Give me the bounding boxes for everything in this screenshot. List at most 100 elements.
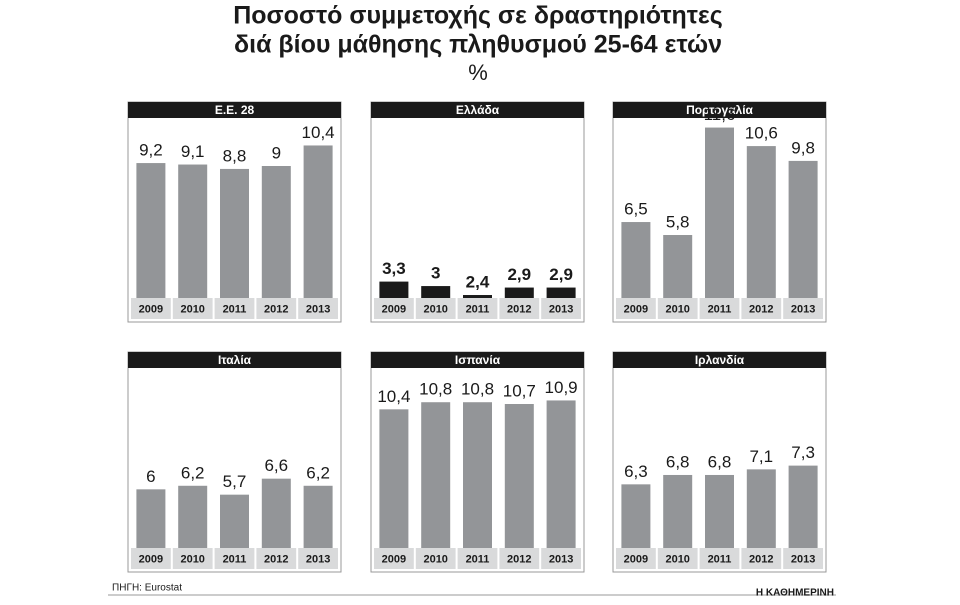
x-tick-label: 2011	[466, 553, 490, 565]
panel-title: Ιταλία	[218, 353, 252, 367]
x-tick-label: 2013	[306, 303, 330, 315]
x-tick-label: 2012	[749, 303, 773, 315]
x-tick-label: 2011	[223, 303, 247, 315]
value-label: 8,8	[223, 146, 247, 165]
bar	[746, 469, 776, 548]
bar	[705, 474, 734, 548]
bar	[303, 145, 333, 298]
value-label: 2,4	[466, 273, 490, 292]
value-label: 3	[431, 264, 440, 283]
bar	[379, 409, 409, 548]
year-cell	[256, 548, 297, 569]
bar	[178, 485, 208, 548]
panel-header	[371, 102, 584, 118]
x-tick-label: 2009	[624, 303, 648, 315]
bar	[421, 286, 451, 298]
bar	[504, 404, 534, 548]
value-label: 6,2	[181, 463, 205, 482]
year-cell	[298, 298, 338, 319]
year-cell	[214, 548, 255, 569]
bar	[746, 146, 776, 298]
bar	[621, 222, 651, 298]
year-cell	[657, 548, 698, 569]
x-tick-label: 2013	[791, 553, 815, 565]
bar	[788, 160, 818, 298]
value-label: 6,8	[708, 452, 732, 471]
x-tick-label: 2013	[791, 303, 815, 315]
bar	[421, 402, 451, 548]
value-label: 10,8	[461, 380, 494, 399]
panel-header	[613, 352, 826, 368]
value-label: 3,3	[382, 259, 406, 278]
x-tick-label: 2012	[264, 303, 288, 315]
panel-title: Ιρλανδία	[695, 353, 745, 367]
value-label: 10,9	[545, 378, 578, 397]
bar	[546, 400, 576, 548]
value-label: 5,8	[666, 212, 690, 231]
value-label: 10,7	[503, 381, 536, 400]
panel-header	[128, 352, 341, 368]
panel-title: Ισπανία	[455, 353, 501, 367]
year-cell	[172, 298, 213, 319]
x-tick-label: 2011	[223, 553, 247, 565]
credit: Η ΚΑΘΗΜΕΡΙΝΗ	[756, 588, 834, 599]
value-label: 6,3	[624, 462, 648, 481]
bar	[379, 281, 409, 298]
value-label: 6,2	[306, 463, 330, 482]
year-cell	[172, 548, 213, 569]
year-cell	[741, 548, 782, 569]
bar	[705, 127, 734, 298]
bar	[463, 295, 492, 298]
year-cell	[616, 548, 656, 569]
bar	[220, 494, 249, 548]
value-label: 10,8	[419, 380, 452, 399]
x-tick-label: 2013	[549, 553, 573, 565]
panel-header	[128, 102, 341, 118]
x-tick-label: 2012	[749, 553, 773, 565]
year-cell	[616, 298, 656, 319]
value-label: 9,1	[181, 142, 205, 161]
bar	[546, 287, 576, 298]
value-label: 5,7	[223, 472, 247, 491]
year-cell	[699, 548, 740, 569]
panel-header	[613, 102, 826, 118]
value-label: 2,9	[549, 265, 573, 284]
year-cell	[499, 548, 540, 569]
year-cell	[131, 548, 171, 569]
source: ΠΗΓΗ: Eurostat	[112, 583, 182, 594]
value-label: 2,9	[507, 265, 531, 284]
bar	[136, 163, 166, 298]
panel-header	[371, 352, 584, 368]
x-tick-label: 2011	[466, 303, 490, 315]
year-cell	[783, 298, 823, 319]
x-tick-label: 2012	[507, 303, 531, 315]
bar	[621, 484, 651, 548]
x-tick-label: 2009	[382, 553, 406, 565]
year-cell	[541, 298, 581, 319]
year-cell	[415, 548, 456, 569]
year-cell	[783, 548, 823, 569]
value-label: 7,3	[791, 443, 815, 462]
unit-label: %	[468, 60, 488, 85]
year-cell	[499, 298, 540, 319]
x-tick-label: 2010	[180, 553, 204, 565]
x-tick-label: 2010	[180, 303, 204, 315]
x-tick-label: 2010	[423, 303, 447, 315]
value-label: 6,6	[264, 456, 288, 475]
x-tick-label: 2009	[624, 553, 648, 565]
year-cell	[741, 298, 782, 319]
year-cell	[699, 298, 740, 319]
x-tick-label: 2009	[139, 303, 163, 315]
x-tick-label: 2009	[382, 303, 406, 315]
x-tick-label: 2012	[507, 553, 531, 565]
bar	[261, 166, 291, 298]
bar	[303, 485, 333, 548]
value-label: 7,1	[749, 447, 773, 466]
bar	[663, 235, 693, 298]
chart-title: διά βίου μάθησης πληθυσμού 25-64 ετών	[234, 31, 722, 59]
year-cell	[457, 548, 498, 569]
bar	[463, 402, 492, 548]
x-tick-label: 2013	[306, 553, 330, 565]
bar	[261, 478, 291, 548]
